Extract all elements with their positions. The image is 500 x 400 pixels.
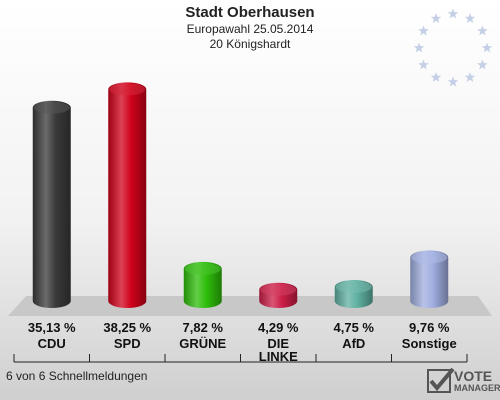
eu-star-4 <box>481 42 493 53</box>
bar-cap-3 <box>184 262 221 275</box>
value-label: 7,82 % <box>183 320 224 335</box>
eu-star-12 <box>430 13 442 23</box>
eu-star-2 <box>464 13 476 23</box>
bar-cap-5 <box>335 280 372 293</box>
logo-vote-text: VOTE <box>454 368 493 384</box>
category-label: Sonstige <box>401 336 457 351</box>
bar-cdu <box>32 100 71 308</box>
bar-spd <box>108 82 147 308</box>
value-label: 4,29 % <box>258 320 299 335</box>
category-label: GRÜNE <box>179 336 227 351</box>
eu-star-7 <box>447 76 459 87</box>
chart-subtitle: Europawahl 25.05.2014 <box>186 22 314 36</box>
eu-star-3 <box>477 25 488 36</box>
chart-district: 20 Königshardt <box>209 37 291 51</box>
bar-cap-2 <box>109 83 146 96</box>
eu-stars-icon <box>413 8 493 87</box>
chart-title-block: Stadt Oberhausen Europawahl 25.05.2014 2… <box>0 4 500 52</box>
eu-star-9 <box>418 59 429 70</box>
category-label: SPD <box>113 336 141 351</box>
bar-sonstige <box>410 250 449 308</box>
eu-star-5 <box>477 59 488 70</box>
report-status: 6 von 6 Schnellmeldungen <box>6 369 148 383</box>
bar-cap-4 <box>260 283 297 296</box>
category-label: CDU <box>37 336 66 351</box>
value-label: 4,75 % <box>334 320 375 335</box>
eu-star-6 <box>464 71 476 82</box>
eu-star-1 <box>447 8 459 19</box>
bar-cap-6 <box>411 251 448 264</box>
value-label: 9,76 % <box>409 320 450 335</box>
eu-star-11 <box>418 25 429 36</box>
category-label: DIE LINKE <box>258 336 298 364</box>
value-label: 35,13 % <box>28 320 76 335</box>
chart-title: Stadt Oberhausen <box>185 4 315 21</box>
category-label: AfD <box>342 336 366 351</box>
bar-cap-1 <box>33 101 70 114</box>
eu-star-8 <box>430 71 442 82</box>
logo-manager-text: MANAGER <box>454 383 500 393</box>
checkmark-logo-icon <box>427 367 455 393</box>
value-label: 38,25 % <box>103 320 151 335</box>
vote-manager-logo: VOTE MANAGER <box>426 366 500 396</box>
eu-star-10 <box>413 42 425 53</box>
